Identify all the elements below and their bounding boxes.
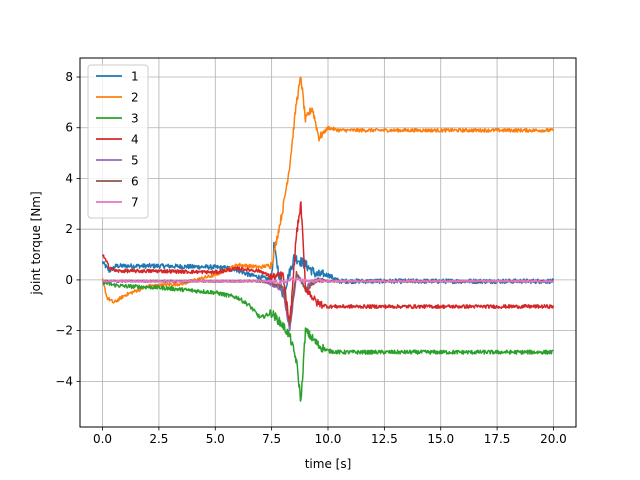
x-tick-label: 15.0 xyxy=(427,432,454,446)
x-tick-label: 20.0 xyxy=(540,432,567,446)
x-tick-label: 5.0 xyxy=(206,432,225,446)
y-tick-label: 2 xyxy=(65,222,73,236)
x-tick-label: 7.5 xyxy=(262,432,281,446)
ticks: 0.0 2.5 5.0 7.5 10.0 12.5 15.0 17.5 20.0 −4 −2 0 2 4 6… xyxy=(55,70,567,446)
plot-lines xyxy=(101,76,555,402)
series-line-2 xyxy=(101,76,555,304)
y-tick-label: 6 xyxy=(65,121,73,135)
legend-label-5: 5 xyxy=(131,154,139,168)
legend-label-7: 7 xyxy=(131,196,139,210)
legend-label-4: 4 xyxy=(131,133,139,147)
x-tick-label: 0.0 xyxy=(93,432,112,446)
series-line-3 xyxy=(102,280,554,402)
legend-label-2: 2 xyxy=(131,91,139,105)
legend-label-3: 3 xyxy=(131,112,139,126)
y-tick-label: 4 xyxy=(65,171,73,185)
legend-label-6: 6 xyxy=(131,175,139,189)
series-line-4 xyxy=(101,201,555,322)
legend-label-1: 1 xyxy=(131,70,139,84)
x-tick-label: 12.5 xyxy=(371,432,398,446)
y-tick-label: −4 xyxy=(55,374,73,388)
x-tick-label: 17.5 xyxy=(484,432,511,446)
y-axis-label: joint torque [Nm] xyxy=(29,191,43,295)
y-tick-label: −2 xyxy=(55,324,73,338)
x-axis-label: time [s] xyxy=(305,457,352,471)
y-tick-label: 8 xyxy=(65,70,73,84)
legend-box xyxy=(87,64,149,219)
series-line-7 xyxy=(101,276,555,285)
x-tick-label: 2.5 xyxy=(149,432,168,446)
x-tick-label: 10.0 xyxy=(315,432,342,446)
y-tick-label: 0 xyxy=(65,273,73,287)
legend: 1 2 3 4 5 6 7 xyxy=(87,64,149,219)
grid xyxy=(80,58,576,427)
